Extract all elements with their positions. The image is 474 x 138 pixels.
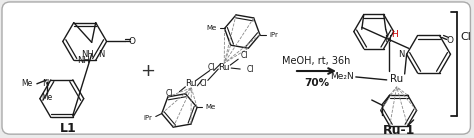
Text: N: N <box>384 35 391 44</box>
Text: Me: Me <box>41 93 53 102</box>
Text: Cl: Cl <box>200 79 208 88</box>
Text: Cl: Cl <box>208 63 216 72</box>
Text: Cl: Cl <box>240 51 248 60</box>
Text: Cl: Cl <box>460 32 471 43</box>
Text: Me: Me <box>22 79 33 88</box>
Text: O: O <box>128 37 135 46</box>
Text: O: O <box>446 36 453 45</box>
Text: MeOH, rt, 36h: MeOH, rt, 36h <box>282 56 351 66</box>
Text: iPr: iPr <box>143 116 152 121</box>
Text: iPr: iPr <box>270 32 279 38</box>
Text: Ru: Ru <box>219 63 230 72</box>
Text: Me: Me <box>206 26 217 31</box>
Text: N: N <box>98 50 104 59</box>
Text: Cl: Cl <box>246 65 254 74</box>
Text: N: N <box>43 79 49 88</box>
Text: L1: L1 <box>59 122 76 135</box>
Text: Ru: Ru <box>185 79 197 88</box>
Text: Me₂N: Me₂N <box>330 72 354 81</box>
Text: Cl: Cl <box>166 89 173 98</box>
Text: H: H <box>392 30 398 39</box>
FancyBboxPatch shape <box>2 2 470 134</box>
Text: +: + <box>140 62 155 80</box>
Text: Ru: Ru <box>390 74 403 84</box>
Text: Me: Me <box>205 104 215 110</box>
Text: 70%: 70% <box>304 78 329 88</box>
Text: NH: NH <box>77 56 90 65</box>
Text: Ru-1: Ru-1 <box>383 124 415 137</box>
Text: NH: NH <box>82 50 94 59</box>
Text: N: N <box>398 50 405 59</box>
